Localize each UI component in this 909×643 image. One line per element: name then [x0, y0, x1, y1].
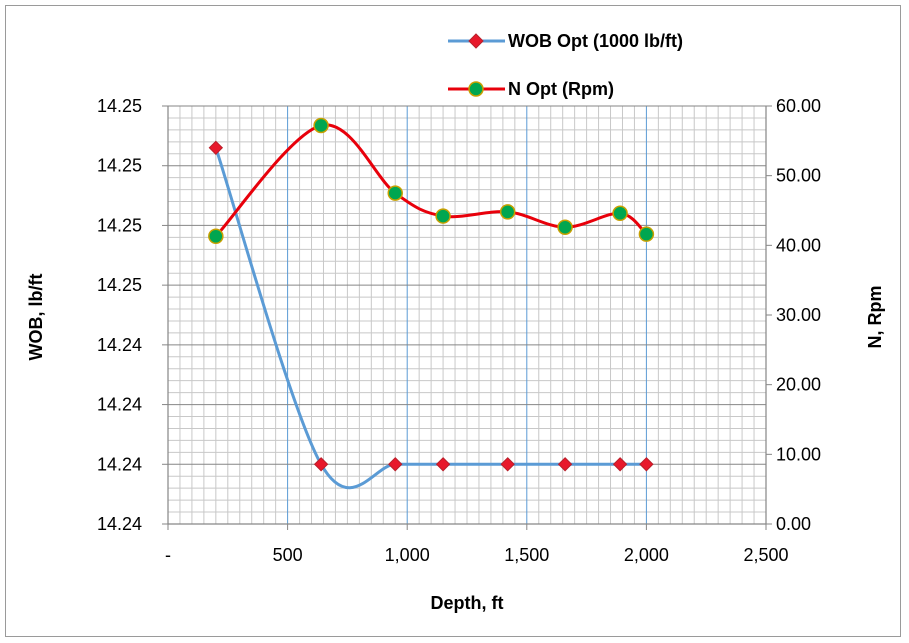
data-point-wob [557, 457, 573, 472]
legend-label-n: N Opt (Rpm) [508, 79, 614, 99]
data-point-n [435, 208, 451, 224]
x-tick-label: 500 [273, 545, 303, 565]
y-right-tick-label: 60.00 [776, 96, 821, 116]
data-point-wob [388, 457, 403, 472]
legend: WOB Opt (1000 lb/ft) N Opt (Rpm) [448, 31, 683, 99]
series-layer [208, 117, 655, 490]
data-point-wob [612, 457, 628, 472]
x-axis-title: Depth, ft [431, 593, 504, 613]
y-axis-right-title: N, Rpm [865, 286, 885, 349]
tick-labels: - 500 1,000 1,500 2,000 2,500 14.24 14.24 14.24 1… [97, 96, 821, 565]
data-point-wob [639, 457, 654, 472]
y-right-tick-label: 30.00 [776, 305, 821, 325]
data-point-n [387, 185, 403, 201]
y-left-tick-label: 14.24 [97, 514, 142, 534]
legend-marker-wob [468, 33, 484, 49]
data-point-wob [435, 457, 451, 472]
legend-marker-n [468, 81, 484, 97]
y-left-tick-label: 14.25 [97, 215, 142, 235]
y-left-tick-label: 14.24 [97, 335, 142, 355]
x-tick-label: 1,000 [385, 545, 430, 565]
x-tick-label: - [165, 545, 171, 565]
data-point-wob [500, 457, 515, 472]
legend-label-wob: WOB Opt (1000 lb/ft) [508, 31, 683, 51]
data-point-n [208, 228, 224, 245]
data-point-wob [208, 140, 224, 156]
y-left-tick-label: 14.25 [97, 275, 142, 295]
data-point-n [557, 219, 573, 235]
x-tick-label: 2,500 [743, 545, 788, 565]
y-left-tick-label: 14.25 [97, 96, 142, 116]
y-right-tick-label: 50.00 [776, 166, 821, 186]
data-point-n [499, 204, 516, 220]
y-left-tick-label: 14.24 [97, 395, 142, 415]
data-point-n [313, 117, 329, 134]
y-right-tick-label: 40.00 [776, 235, 821, 255]
minor-gridlines [168, 106, 766, 524]
y-axis-left-title: WOB, lb/ft [26, 274, 46, 361]
x-tick-label: 2,000 [624, 545, 669, 565]
axes [162, 105, 772, 530]
y-right-tick-label: 0.00 [776, 514, 811, 534]
data-point-n [612, 205, 628, 222]
y-left-tick-label: 14.25 [97, 156, 142, 176]
y-right-tick-label: 10.00 [776, 444, 821, 464]
y-right-tick-label: 20.00 [776, 375, 821, 395]
data-point-n [638, 226, 655, 242]
x-tick-label: 1,500 [504, 545, 549, 565]
y-left-tick-label: 14.24 [97, 454, 142, 474]
data-point-wob [313, 457, 329, 472]
